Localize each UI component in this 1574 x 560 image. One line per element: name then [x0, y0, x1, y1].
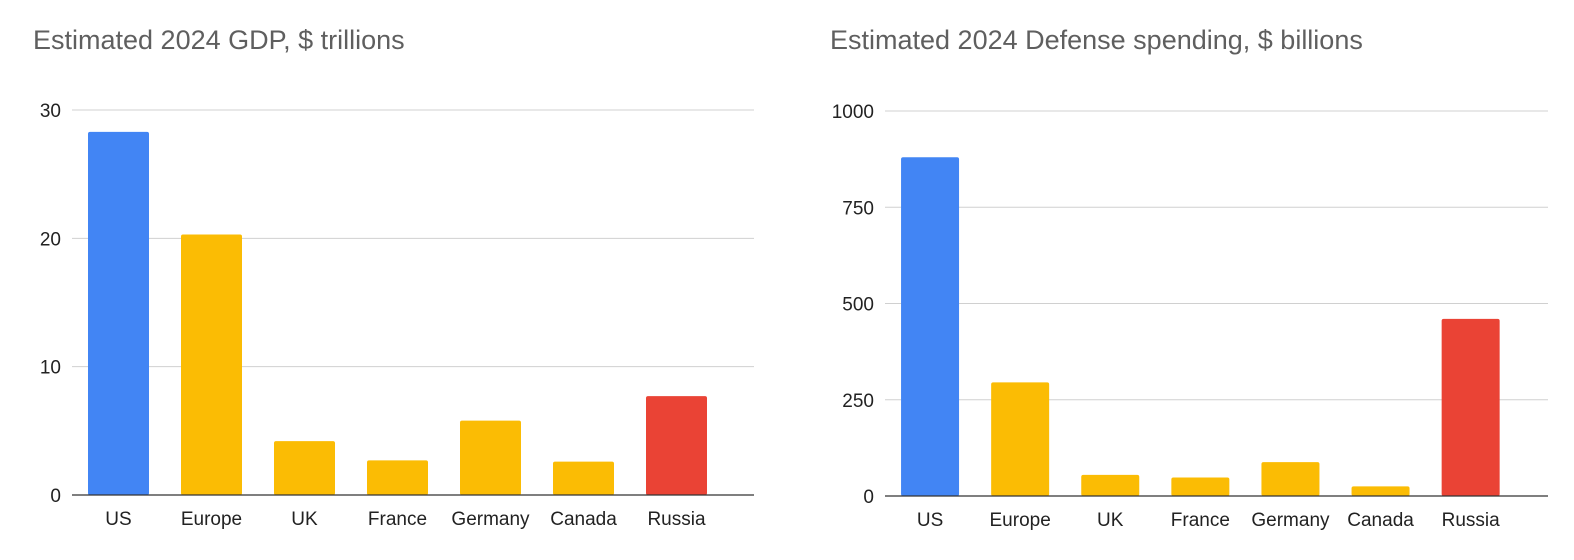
gdp-bar-russia [646, 396, 707, 495]
defense-x-tick-label: UK [1097, 510, 1124, 531]
gdp-chart-title: Estimated 2024 GDP, $ trillions [33, 25, 405, 55]
defense-bar-europe [991, 382, 1050, 496]
defense-x-tick-label: Canada [1347, 510, 1414, 531]
defense-x-tick-label: Germany [1251, 510, 1330, 531]
gdp-bar-us [88, 131, 149, 496]
gdp-chart: Estimated 2024 GDP, $ trillions 0 10 20 30 U… [33, 25, 754, 530]
gdp-x-tick-label: France [368, 509, 427, 530]
defense-chart-title: Estimated 2024 Defense spending, $ billi… [830, 25, 1363, 55]
gdp-x-tick-label: US [105, 509, 131, 530]
gdp-x-tick-label: Europe [181, 509, 242, 530]
gdp-bar-france [367, 460, 428, 495]
defense-x-tick-label: Europe [990, 510, 1051, 531]
gdp-x-tick-label: UK [291, 509, 318, 530]
gdp-bars [72, 131, 754, 496]
gdp-x-tick-label: Germany [451, 509, 530, 530]
defense-bar-canada [1351, 486, 1410, 496]
gdp-bar-canada [553, 461, 614, 495]
gdp-bar-europe [181, 234, 242, 495]
defense-x-tick-label: France [1171, 510, 1230, 531]
defense-x-tick-label: US [917, 510, 943, 531]
defense-chart-svg: Estimated 2024 Defense spending, $ billi… [830, 25, 1548, 531]
gdp-chart-svg: Estimated 2024 GDP, $ trillions 0 10 20 30 U… [33, 25, 754, 530]
gdp-labels: 0 10 20 30 US Europe UK France Germany Canada Russ… [40, 101, 706, 530]
defense-y-tick-label: 1000 [832, 102, 874, 123]
gdp-y-tick-label: 10 [40, 358, 61, 379]
defense-y-tick-label: 0 [863, 487, 874, 508]
defense-bar-france [1171, 477, 1230, 496]
gdp-x-tick-label: Russia [647, 509, 706, 530]
defense-x-tick-label: Russia [1442, 510, 1501, 531]
defense-y-tick-label: 500 [842, 295, 874, 316]
gdp-gridlines [72, 109, 754, 368]
gdp-x-tick-label: Canada [550, 509, 617, 530]
defense-labels: 0 250 500 750 1000 US Europe UK France Germany Can… [832, 102, 1500, 531]
defense-bars [885, 157, 1548, 497]
gdp-bar-germany [460, 420, 521, 495]
gdp-y-tick-label: 30 [40, 101, 61, 122]
gdp-y-tick-label: 0 [50, 486, 61, 507]
gdp-y-tick-label: 20 [40, 229, 61, 250]
defense-bar-germany [1261, 462, 1320, 496]
defense-bar-uk [1081, 474, 1140, 496]
defense-y-tick-label: 250 [842, 391, 874, 412]
defense-y-tick-label: 750 [842, 198, 874, 219]
defense-bar-russia [1441, 318, 1500, 496]
gdp-bar-uk [274, 441, 335, 495]
defense-chart: Estimated 2024 Defense spending, $ billi… [790, 0, 1574, 560]
defense-bar-us [901, 157, 960, 496]
